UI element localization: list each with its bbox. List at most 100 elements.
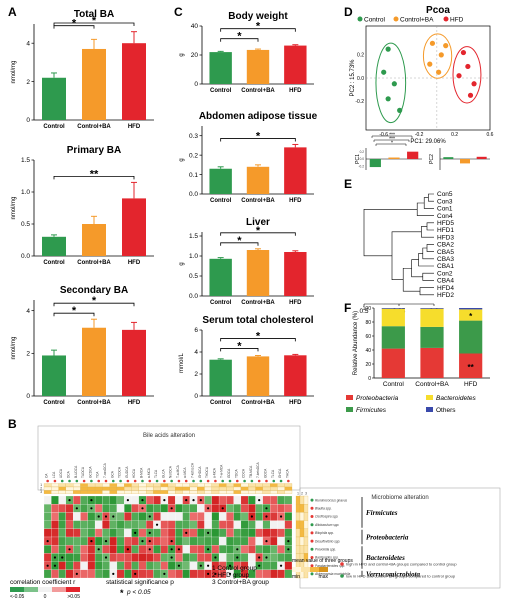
group-mean-cell [116, 486, 125, 491]
heatmap-cell [73, 561, 81, 570]
dendrogram-leaf-label: HFD3 [437, 234, 454, 241]
abundance-segment [381, 308, 405, 327]
heatmap-cell [65, 536, 74, 546]
heatmap-cell [204, 520, 212, 529]
bile-acid-dot [177, 479, 181, 483]
heatmap-cell [109, 528, 118, 538]
heatmap-sig-mark [163, 572, 166, 576]
bile-acid-dot [279, 479, 283, 483]
heatmap-cell [233, 504, 242, 513]
abdomen-adipose-ytick-label: 0.0 [189, 191, 198, 198]
heatmap-cell [284, 495, 293, 505]
dendrogram-leaf-label: CBA3 [437, 256, 454, 263]
pcoa-point [385, 46, 391, 52]
heatmap-cell [255, 512, 263, 521]
serum-cholesterol-sig-star: * [256, 330, 261, 342]
heatmap-cell [87, 569, 96, 579]
taxon-dot [310, 506, 314, 510]
heatmap-cell [167, 569, 176, 579]
heatmap-sig-mark [207, 507, 210, 510]
dendrogram: Con5Con3Con1Con4HFD5HFD1HFD3CBA2CBA5CBA3… [359, 191, 454, 315]
bile-acid-dot [199, 479, 203, 483]
pc-sig-bracket [371, 135, 413, 138]
heatmap-cell [204, 536, 212, 546]
heatmap-cell [270, 512, 278, 521]
heatmap-sig-mark [112, 572, 115, 576]
heatmap-cell [73, 536, 81, 546]
heatmap-cell [116, 545, 125, 554]
dendrogram-leaf-label: Con4 [437, 213, 453, 220]
heatmap-cell [226, 504, 234, 513]
dendrogram-leaf-label: Con3 [437, 198, 453, 205]
heatmap-cell [102, 528, 110, 538]
serum-cholesterol-title: Serum total cholesterol [202, 315, 313, 326]
taxon-dot [310, 523, 314, 527]
abundance-legend-label: Firmicutes [356, 407, 387, 414]
total-ba-bar-0 [42, 77, 66, 120]
bile-acid-dot [141, 479, 144, 483]
heatmap-sig-mark [258, 556, 261, 559]
pc-sig-star: *** [389, 133, 395, 139]
heatmap-cell [197, 536, 205, 546]
bile-acid-dot [214, 479, 217, 483]
heatmap-cell [197, 528, 205, 538]
group-mean-cell [43, 490, 52, 494]
panel-label-a: A [8, 5, 17, 19]
group-mean-cell [175, 490, 183, 494]
heatmap-cell [146, 504, 154, 513]
heatmap-cell [94, 520, 103, 529]
pcoa-ellipse-2 [452, 46, 482, 104]
abundance-category-label: HFD [464, 381, 478, 388]
heatmap-cell [102, 504, 110, 513]
primary-ba-bar-1 [82, 224, 106, 256]
heatmap-cell [182, 512, 190, 521]
group-mean-cell [270, 483, 278, 487]
group-legend-item: 2 HFD group [212, 572, 250, 579]
heatmap-cell [109, 536, 118, 546]
heatmap-cell [73, 545, 81, 554]
heatmap-cell [189, 520, 198, 529]
group-mean-cell [218, 490, 227, 494]
group-mean-cell [138, 490, 147, 494]
group-mean-cell [80, 483, 88, 487]
heatmap-cell [270, 569, 278, 579]
group-mean-cell [182, 486, 190, 491]
bile-acid-dot [265, 479, 268, 483]
heatmap-cell [255, 520, 263, 529]
group-mean-cell [109, 490, 118, 494]
total-ba-sig-bracket [53, 22, 135, 26]
primary-ba-category-label: Control+BA [77, 260, 111, 266]
group-mean-cell [233, 483, 242, 487]
heatmap-cell [102, 545, 110, 554]
heatmap-sig-mark [163, 499, 166, 502]
taxa-mean-cell [303, 536, 309, 546]
group-mean-cell [197, 490, 205, 494]
group-mean-cell [87, 486, 96, 491]
abundance-ytick-label: 100 [363, 306, 372, 312]
heatmap-cell [175, 495, 183, 505]
dendrogram-leaf-label: HFD1 [437, 227, 454, 234]
heatmap-cell [94, 495, 103, 505]
heatmap-cell [43, 504, 52, 513]
heatmap-cell [233, 495, 242, 505]
heatmap-sig-mark [170, 556, 173, 559]
abundance-segment [459, 320, 483, 354]
taxon-label: Allobaculum spp. [314, 523, 339, 527]
group-mean-cell [211, 490, 220, 494]
panel-label-c: C [174, 5, 183, 19]
heatmap-cell [284, 569, 293, 579]
abdomen-adipose-category-label: Control+BA [241, 198, 275, 204]
taxa-mean-cell [295, 495, 301, 505]
abundance-segment [420, 308, 444, 327]
heatmap-cell [197, 520, 205, 529]
group-mean-cell [116, 490, 125, 494]
heatmap-cell [58, 528, 66, 538]
pc-ytick-label: 0.2 [360, 150, 365, 154]
abdomen-adipose-ylabel: g [179, 158, 185, 161]
liver-sig-star: * [256, 225, 261, 237]
taxon-label: Oscillospira spp. [315, 515, 338, 519]
abdomen-adipose-category-label: HFD [289, 198, 302, 204]
taxon-dot [310, 564, 314, 568]
heatmap-sig-mark [53, 564, 57, 567]
